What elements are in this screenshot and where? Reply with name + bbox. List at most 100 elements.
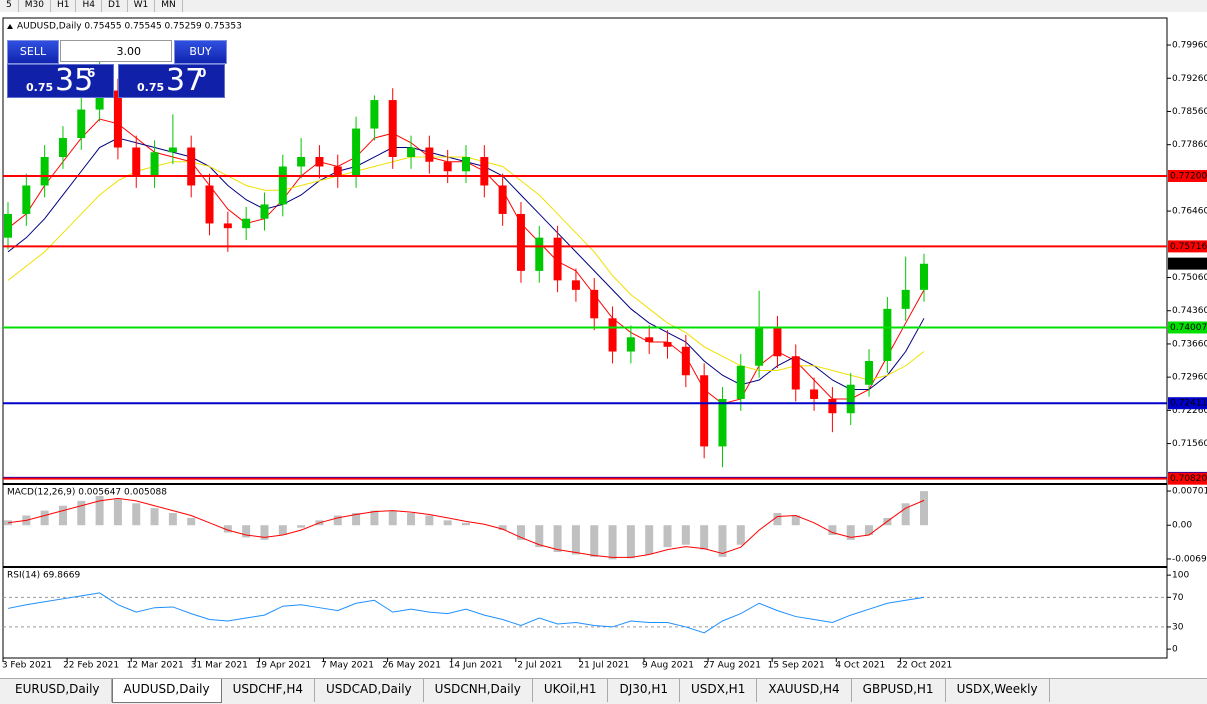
candle-body xyxy=(40,157,49,186)
candle-body xyxy=(480,157,489,186)
level-label-box xyxy=(1168,397,1207,410)
level-label-box xyxy=(1168,240,1207,253)
candle-body xyxy=(4,213,12,238)
chart-tab[interactable]: USDCAD,Daily xyxy=(315,679,424,702)
timeframe-button[interactable]: H1 xyxy=(51,0,77,12)
candle-body xyxy=(718,398,727,447)
candle-body xyxy=(608,318,617,352)
candle-body xyxy=(553,237,562,281)
macd-bar xyxy=(132,503,141,526)
chart-tab[interactable]: USDX,H1 xyxy=(680,679,758,702)
macd-bar xyxy=(645,525,654,555)
candle-body xyxy=(846,384,855,414)
candle-body xyxy=(700,375,709,447)
chart-tab[interactable]: GBPUSD,H1 xyxy=(852,679,946,702)
y-tick-label: -0.00692 xyxy=(1172,554,1207,564)
level-label: 0.75716 xyxy=(1170,242,1207,252)
candle-body xyxy=(77,109,86,139)
x-tick-label: 26 May 2021 xyxy=(382,661,441,671)
candle-body xyxy=(736,365,745,399)
bid-price: 0.75 35 6 xyxy=(7,64,114,98)
macd-bar xyxy=(535,525,544,548)
y-tick-label: 70 xyxy=(1172,593,1184,603)
x-tick-label: 9 Aug 2021 xyxy=(642,661,694,671)
candle-body xyxy=(498,185,507,214)
x-tick-label: 7 May 2021 xyxy=(321,661,374,671)
chart-tab[interactable]: XAUUSD,H4 xyxy=(757,679,852,702)
candle-body xyxy=(425,147,434,162)
candle-body xyxy=(352,128,361,176)
macd-bar xyxy=(681,525,690,545)
macd-bar xyxy=(425,515,434,526)
level-label-box xyxy=(1168,321,1207,334)
bid-big: 35 xyxy=(55,63,94,98)
candle-body xyxy=(407,147,416,158)
y-tick-label: 0.76460 xyxy=(1172,207,1207,217)
macd-bar xyxy=(663,525,672,548)
y-tick-label: 0.71560 xyxy=(1172,439,1207,449)
macd-bar xyxy=(791,515,800,526)
panel-title: RSI(14) 69.8669 xyxy=(7,571,80,581)
y-tick-label: 0.72260 xyxy=(1172,406,1207,416)
buy-button[interactable]: BUY xyxy=(174,40,227,64)
candle-body xyxy=(58,138,67,158)
macd-bar xyxy=(443,520,452,526)
y-tick-label: 0.79960 xyxy=(1172,41,1207,51)
timeframe-button[interactable]: W1 xyxy=(128,0,156,12)
timeframe-button[interactable]: MN xyxy=(155,0,183,12)
chart-tab[interactable]: EURUSD,Daily xyxy=(4,679,112,702)
chart-tab[interactable]: USDX,Weekly xyxy=(946,679,1050,702)
candle-body xyxy=(516,213,525,271)
macd-bar xyxy=(113,498,122,526)
candle-body xyxy=(535,237,544,271)
macd-bar xyxy=(95,495,104,526)
candle-body xyxy=(297,157,306,167)
macd-bar xyxy=(260,525,269,540)
candle-body xyxy=(315,157,324,167)
timeframe-button[interactable]: D1 xyxy=(102,0,128,12)
macd-bar xyxy=(736,525,745,545)
y-tick-label: 0.72960 xyxy=(1172,373,1207,383)
chart-tab[interactable]: USDCHF,H4 xyxy=(222,679,316,702)
macd-bar xyxy=(571,525,580,555)
timeframe-button[interactable]: H4 xyxy=(76,0,102,12)
last-price-box xyxy=(1168,257,1207,270)
timeframe-button[interactable]: 5 xyxy=(0,0,19,12)
x-tick-label: 21 Jul 2021 xyxy=(578,661,629,671)
timeframe-toolbar: 5 M30 H1 H4 D1 W1 MN xyxy=(0,0,1207,12)
macd-bar xyxy=(865,525,874,535)
candle-body xyxy=(626,337,635,352)
macd-bar xyxy=(590,525,599,557)
macd-bar xyxy=(242,525,251,538)
y-tick-label: 30 xyxy=(1172,622,1184,632)
candle-body xyxy=(828,398,837,414)
level-label: 0.74007 xyxy=(1170,323,1207,333)
chart-tab[interactable]: AUDUSD,Daily xyxy=(111,679,222,703)
candle-body xyxy=(443,161,452,172)
x-tick-label: 14 Jun 2021 xyxy=(449,661,503,671)
macd-bar xyxy=(498,525,507,531)
candle-body xyxy=(755,327,764,366)
macd-bar xyxy=(223,525,232,533)
candle-body xyxy=(95,90,104,110)
bid-small: 6 xyxy=(87,66,96,80)
candle-body xyxy=(590,289,599,319)
candle-body xyxy=(901,289,910,309)
candle-body xyxy=(223,223,232,229)
x-tick-label: 2 Jul 2021 xyxy=(517,661,562,671)
sell-button[interactable]: SELL xyxy=(7,40,59,64)
chart-tab[interactable]: USDCNH,Daily xyxy=(424,679,533,702)
candle-body xyxy=(883,308,892,362)
chart-tab[interactable]: DJ30,H1 xyxy=(608,679,680,702)
candle-body xyxy=(663,342,672,347)
candle-body xyxy=(22,185,31,214)
bid-prefix: 0.75 xyxy=(26,81,54,94)
x-tick-label: 22 Oct 2021 xyxy=(897,661,953,671)
level-label-box xyxy=(1168,169,1207,182)
timeframe-button[interactable]: M30 xyxy=(19,0,51,12)
candle-body xyxy=(333,166,342,176)
volume-input[interactable]: 3.00 xyxy=(60,40,172,62)
chart-tab[interactable]: UKOil,H1 xyxy=(533,679,609,702)
